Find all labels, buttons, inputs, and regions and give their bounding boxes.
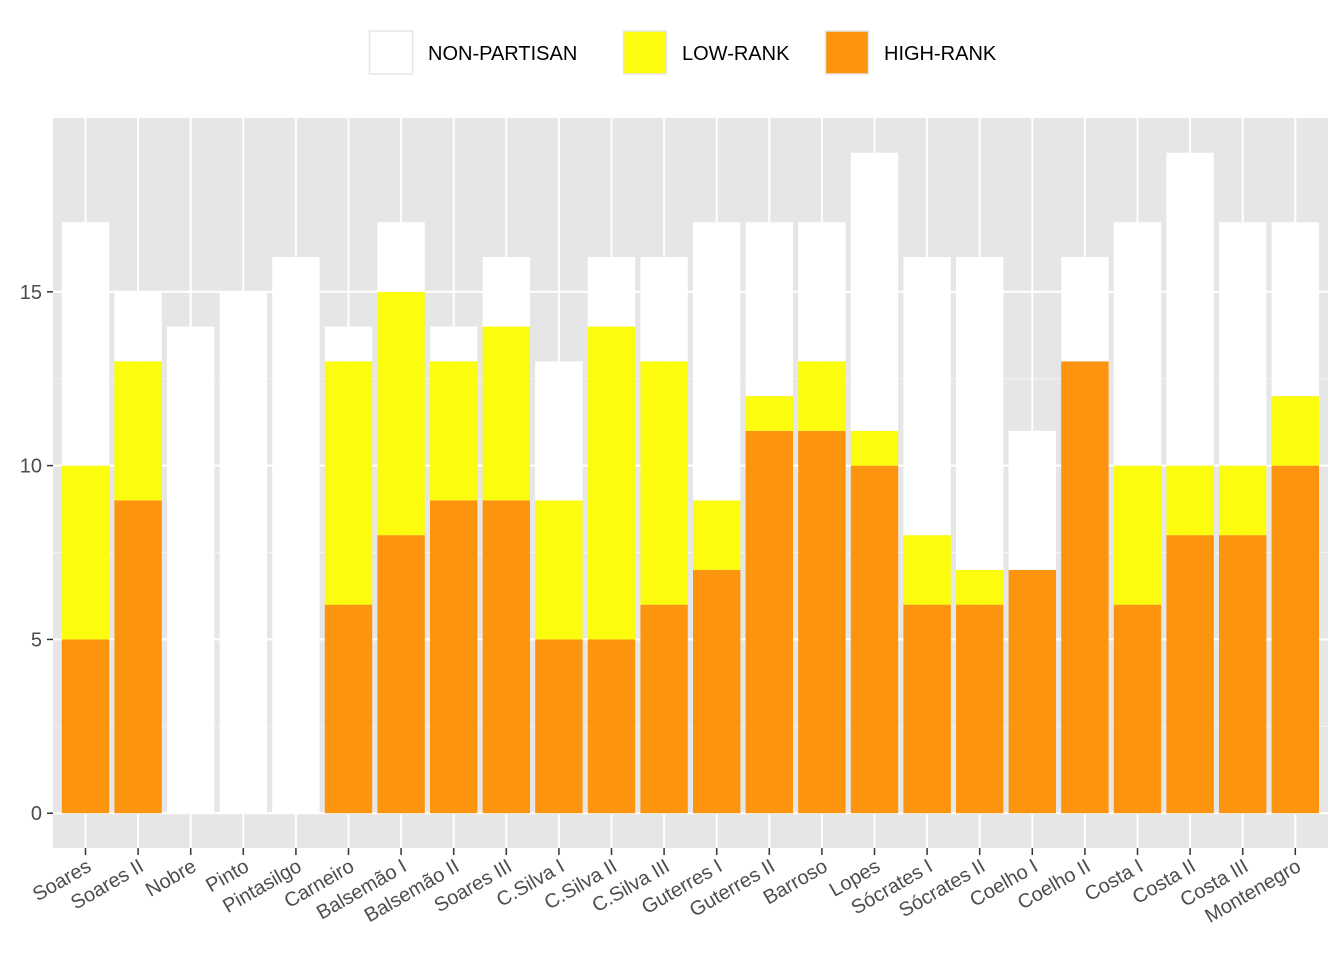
- bar-high-rank: [114, 500, 162, 814]
- bar-non-partisan: [1113, 222, 1162, 466]
- bar-non-partisan: [324, 326, 373, 362]
- bar-non-partisan: [1061, 257, 1109, 362]
- bar-low-rank: [850, 430, 899, 466]
- y-tick-label: 0: [31, 803, 42, 825]
- bar-high-rank: [430, 500, 478, 814]
- bar-high-rank: [640, 604, 688, 814]
- bar-high-rank: [324, 604, 373, 814]
- bar-non-partisan: [1271, 222, 1319, 397]
- bar-non-partisan: [114, 291, 162, 362]
- bar-non-partisan: [167, 326, 215, 814]
- bar-low-rank: [1271, 396, 1319, 466]
- y-tick-label: 15: [20, 282, 42, 304]
- legend-label: HIGH-RANK: [884, 43, 997, 65]
- y-tick-label: 10: [20, 456, 42, 478]
- bar-non-partisan: [1219, 222, 1267, 466]
- bar-low-rank: [535, 500, 583, 640]
- legend-label: NON-PARTISAN: [428, 43, 577, 65]
- bar-non-partisan: [430, 326, 478, 362]
- bar-non-partisan: [903, 257, 951, 536]
- bar-non-partisan: [956, 257, 1004, 570]
- bar-low-rank: [640, 361, 688, 605]
- bar-low-rank: [324, 361, 373, 605]
- bar-low-rank: [903, 535, 951, 605]
- bar-low-rank: [1113, 465, 1162, 605]
- bar-high-rank: [482, 500, 530, 814]
- bar-high-rank: [1113, 604, 1162, 814]
- bar-low-rank: [587, 326, 636, 640]
- bar-high-rank: [1271, 465, 1319, 814]
- y-tick-label: 5: [31, 629, 42, 651]
- bar-non-partisan: [640, 257, 688, 362]
- bar-non-partisan: [61, 222, 110, 466]
- legend-key: [368, 30, 414, 75]
- bar-non-partisan: [377, 222, 425, 292]
- bar-high-rank: [850, 465, 899, 814]
- bar-low-rank: [745, 396, 793, 431]
- bar-non-partisan: [535, 361, 583, 501]
- bar-non-partisan: [798, 222, 846, 362]
- bar-high-rank: [693, 569, 741, 814]
- legend-key: [824, 30, 870, 75]
- bar-non-partisan: [1166, 152, 1214, 466]
- bar-high-rank: [535, 639, 583, 814]
- bar-non-partisan: [693, 222, 741, 501]
- bar-low-rank: [430, 361, 478, 501]
- bar-low-rank: [1219, 465, 1267, 536]
- bar-non-partisan: [272, 257, 320, 814]
- bar-high-rank: [377, 535, 425, 814]
- bar-low-rank: [1166, 465, 1214, 536]
- bar-non-partisan: [745, 222, 793, 397]
- bar-high-rank: [1008, 569, 1056, 814]
- bar-high-rank: [1166, 535, 1214, 814]
- bar-non-partisan: [1008, 430, 1056, 570]
- bar-low-rank: [114, 361, 162, 501]
- x-tick-label: Nobre: [142, 855, 200, 901]
- bar-high-rank: [1219, 535, 1267, 814]
- bar-non-partisan: [219, 291, 267, 814]
- bar-high-rank: [61, 639, 110, 814]
- legend-key: [622, 30, 668, 75]
- bar-low-rank: [377, 291, 425, 536]
- bar-high-rank: [1061, 361, 1109, 814]
- bar-non-partisan: [482, 257, 530, 327]
- bar-high-rank: [745, 430, 793, 814]
- bar-non-partisan: [850, 152, 899, 431]
- bar-high-rank: [956, 604, 1004, 814]
- bar-non-partisan: [587, 257, 636, 327]
- bar-high-rank: [903, 604, 951, 814]
- bar-high-rank: [798, 430, 846, 814]
- bar-low-rank: [956, 569, 1004, 605]
- legend-label: LOW-RANK: [682, 43, 790, 65]
- bar-low-rank: [61, 465, 110, 640]
- bar-high-rank: [587, 639, 636, 814]
- bar-low-rank: [482, 326, 530, 501]
- bar-low-rank: [798, 361, 846, 431]
- bar-low-rank: [693, 500, 741, 570]
